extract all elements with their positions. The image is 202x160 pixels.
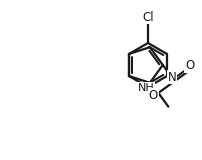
Text: NH: NH bbox=[138, 83, 154, 93]
Text: Cl: Cl bbox=[142, 11, 154, 24]
Text: O: O bbox=[149, 89, 158, 102]
Text: O: O bbox=[185, 59, 194, 72]
Text: N: N bbox=[168, 71, 176, 84]
